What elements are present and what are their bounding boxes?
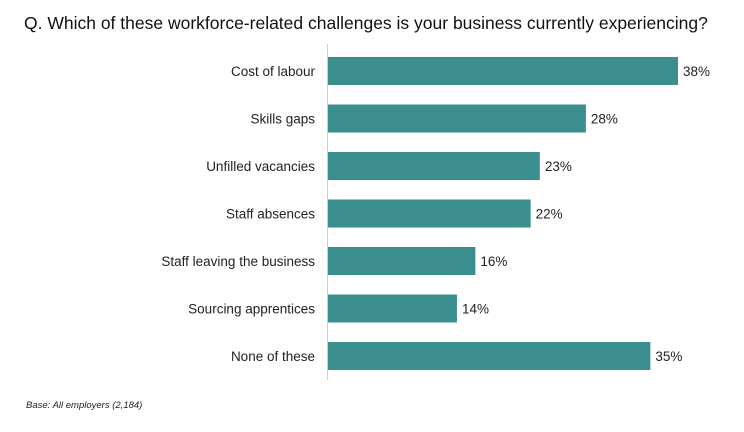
value-label: 16% [480, 254, 507, 269]
value-label: 38% [683, 64, 710, 79]
value-label: 23% [545, 159, 572, 174]
chart-title: Q. Which of these workforce-related chal… [24, 13, 708, 33]
category-label: None of these [231, 349, 315, 364]
category-label: Skills gaps [250, 112, 315, 127]
bar-4 [328, 247, 476, 275]
category-label: Cost of labour [231, 64, 316, 79]
category-label: Staff leaving the business [161, 254, 315, 269]
category-label: Sourcing apprentices [188, 302, 315, 317]
value-label: 14% [462, 302, 489, 317]
category-label: Unfilled vacancies [206, 159, 315, 174]
value-label: 35% [655, 349, 682, 364]
bar-2 [328, 152, 540, 180]
category-label: Staff absences [226, 207, 315, 222]
bar-1 [328, 104, 586, 133]
bar-6 [328, 342, 651, 370]
base-footnote: Base: All employers (2,184) [26, 400, 143, 411]
bar-5 [328, 294, 457, 323]
value-label: 22% [536, 207, 563, 222]
bar-0 [328, 57, 678, 85]
bar-3 [328, 199, 531, 228]
value-label: 28% [591, 112, 618, 127]
